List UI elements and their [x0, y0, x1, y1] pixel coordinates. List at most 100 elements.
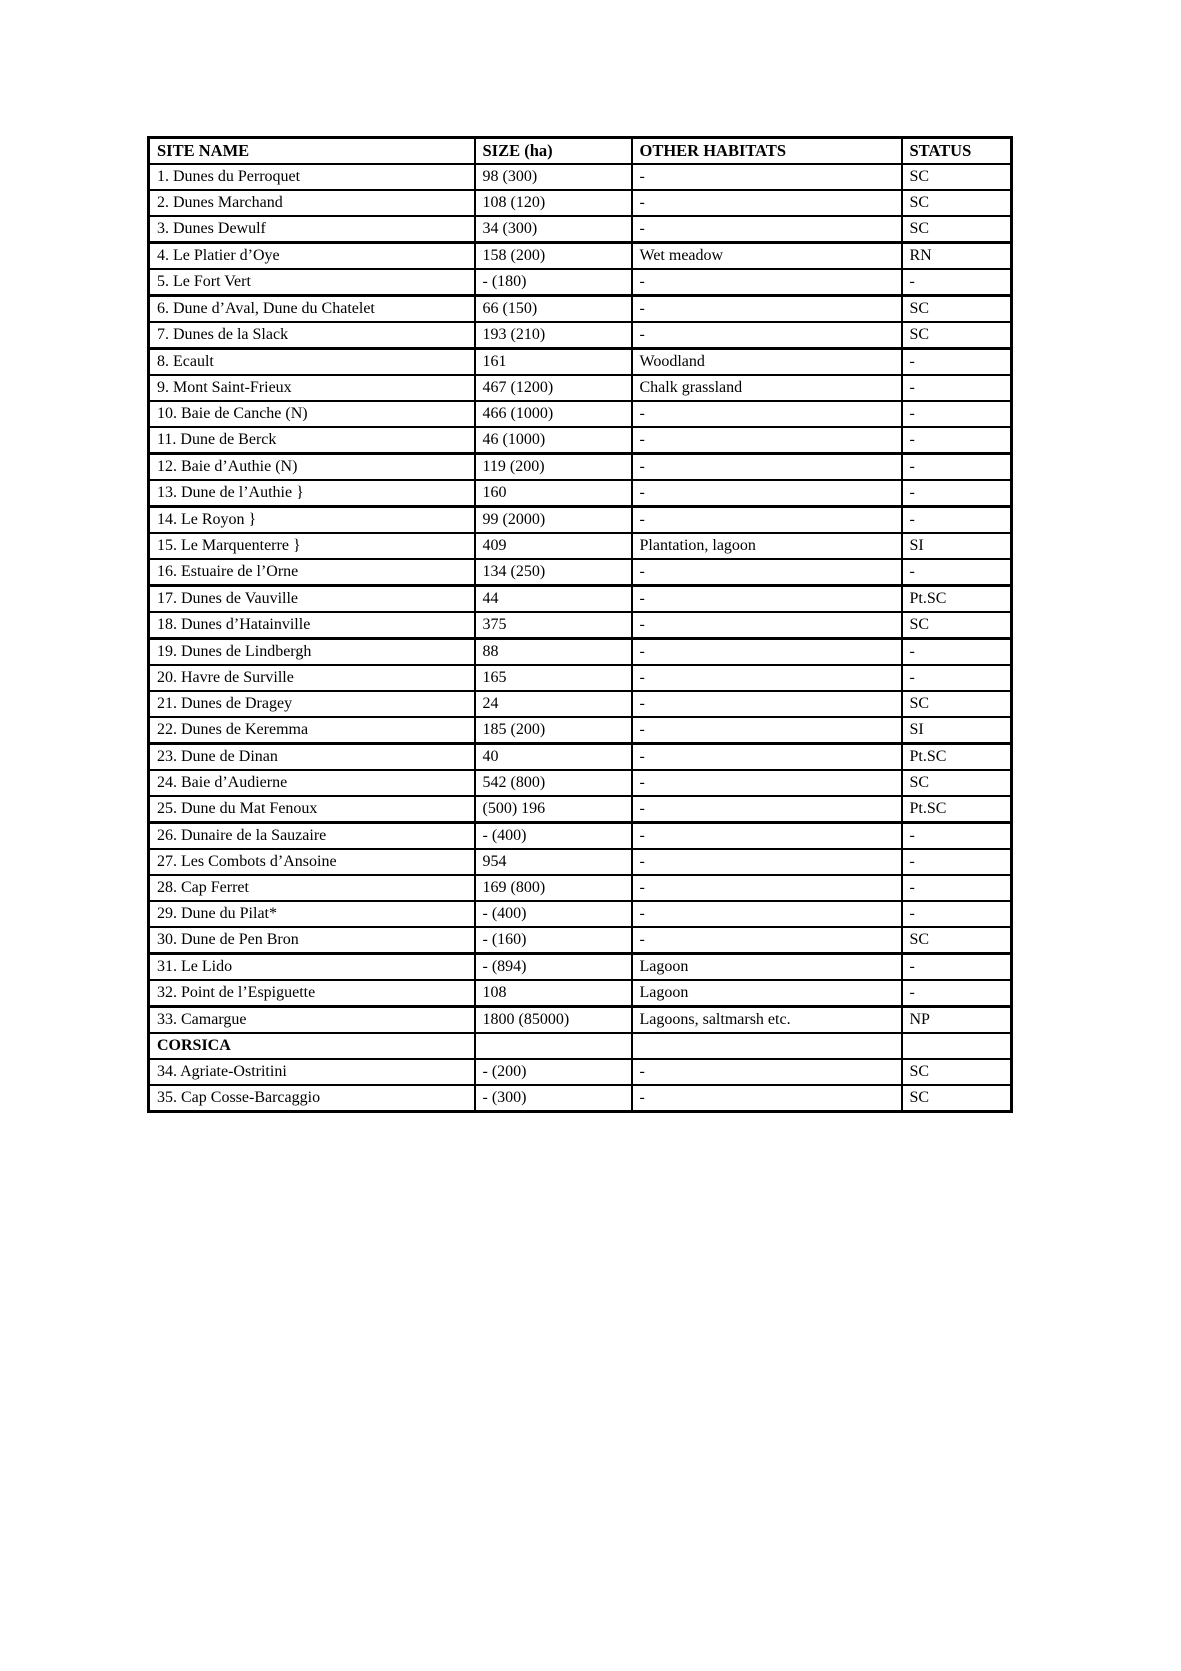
cell-status: RN: [900, 241, 1013, 270]
cell-name: 34. Agriate-Ostritini: [147, 1058, 476, 1086]
cell-habitats: -: [630, 716, 903, 745]
cell-habitats: [630, 1032, 903, 1060]
cell-status: [900, 1032, 1013, 1060]
table-row: 30. Dune de Pen Bron - (160) - SC: [147, 926, 1013, 955]
cell-size: 34 (300): [473, 215, 633, 244]
table-row: 19. Dunes de Lindbergh 88- -: [147, 637, 1013, 666]
cell-name: 5. Le Fort Vert: [147, 268, 476, 297]
cell-name: 15. Le Marquenterre }: [147, 532, 476, 560]
cell-size: 99 (2000): [473, 505, 633, 534]
cell-name: 33. Camargue: [147, 1005, 476, 1034]
column-header-size: SIZE (ha): [473, 136, 633, 165]
cell-name: 1. Dunes du Perroquet: [147, 163, 476, 191]
cell-status: -: [900, 479, 1013, 508]
table-row: 28. Cap Ferret 169 (800) - -: [147, 874, 1013, 902]
cell-habitats: -: [630, 584, 903, 613]
cell-size: 169 (800): [473, 874, 633, 902]
cell-habitats: Woodland: [630, 347, 903, 376]
cell-status: -: [900, 268, 1013, 297]
cell-habitats: Plantation, lagoon: [630, 532, 903, 560]
table-row: 16. Estuaire de l’Orne 134 (250) - -: [147, 558, 1013, 587]
table-row: 23. Dune de Dinan 40- Pt.SC: [147, 742, 1013, 771]
column-header-status: STATUS: [900, 136, 1013, 165]
cell-size: 44: [473, 584, 633, 613]
table-row: 31. Le Lido - (894) Lagoon -: [147, 952, 1013, 981]
table-row: 2. Dunes Marchand 108 (120) - SC: [147, 189, 1013, 217]
cell-habitats: -: [630, 479, 903, 508]
cell-size: [473, 1032, 633, 1060]
cell-habitats: Lagoon: [630, 979, 903, 1008]
cell-size: 119 (200): [473, 452, 633, 481]
cell-size: 108: [473, 979, 633, 1008]
table-row: 27. Les Combots d’Ansoine 954- -: [147, 848, 1013, 876]
cell-size: 185 (200): [473, 716, 633, 745]
table-row: 24. Baie d’Audierne 542 (800) - SC: [147, 769, 1013, 797]
cell-status: -: [900, 900, 1013, 928]
cell-size: 158 (200): [473, 241, 633, 270]
cell-habitats: -: [630, 1058, 903, 1086]
cell-size: 160: [473, 479, 633, 508]
table-row: 10. Baie de Canche (N) 466 (1000) - -: [147, 400, 1013, 428]
cell-name: 9. Mont Saint-Frieux: [147, 374, 476, 402]
table-row: 13. Dune de l’Authie } 160- -: [147, 479, 1013, 508]
cell-size: - (160): [473, 926, 633, 955]
cell-status: -: [900, 558, 1013, 587]
cell-habitats: Chalk grassland: [630, 374, 903, 402]
table-body: 1. Dunes du Perroquet 98 (300) - SC 2. Dunes…: [147, 163, 1013, 1113]
cell-status: SC: [900, 769, 1013, 797]
cell-size: - (180): [473, 268, 633, 297]
cell-size: 375: [473, 611, 633, 640]
cell-status: -: [900, 821, 1013, 850]
cell-habitats: -: [630, 426, 903, 455]
table-row: 32. Point de l’Espiguette 108 Lagoon -: [147, 979, 1013, 1008]
cell-name: 35. Cap Cosse-Barcaggio: [147, 1084, 476, 1113]
cell-habitats: -: [630, 558, 903, 587]
cell-habitats: -: [630, 874, 903, 902]
cell-size: - (894): [473, 952, 633, 981]
cell-habitats: -: [630, 1084, 903, 1113]
cell-size: 24: [473, 690, 633, 718]
cell-size: 165: [473, 664, 633, 692]
cell-habitats: -: [630, 189, 903, 217]
cell-name: 20. Havre de Surville: [147, 664, 476, 692]
cell-habitats: -: [630, 215, 903, 244]
cell-name: 22. Dunes de Keremma: [147, 716, 476, 745]
table-row: 9. Mont Saint-Frieux 467 (1200) Chalk gras…: [147, 374, 1013, 402]
table-row: 26. Dunaire de la Sauzaire - (400) - -: [147, 821, 1013, 850]
cell-status: Pt.SC: [900, 584, 1013, 613]
cell-habitats: -: [630, 637, 903, 666]
column-header-site-name: SITE NAME: [147, 136, 476, 165]
cell-size: 108 (120): [473, 189, 633, 217]
cell-name: 11. Dune de Berck: [147, 426, 476, 455]
cell-name: 8. Ecault: [147, 347, 476, 376]
table-row: 29. Dune du Pilat* - (400) - -: [147, 900, 1013, 928]
table-row: 1. Dunes du Perroquet 98 (300) - SC: [147, 163, 1013, 191]
cell-name: 17. Dunes de Vauville: [147, 584, 476, 613]
table-row: 5. Le Fort Vert - (180) - -: [147, 268, 1013, 297]
cell-status: -: [900, 505, 1013, 534]
table-row: 34. Agriate-Ostritini - (200) - SC: [147, 1058, 1013, 1086]
cell-name: 6. Dune d’Aval, Dune du Chatelet: [147, 294, 476, 323]
table-row: 17. Dunes de Vauville 44- Pt.SC: [147, 584, 1013, 613]
cell-status: SC: [900, 163, 1013, 191]
cell-status: SC: [900, 1058, 1013, 1086]
cell-size: 193 (210): [473, 321, 633, 350]
cell-name: 16. Estuaire de l’Orne: [147, 558, 476, 587]
cell-name: 30. Dune de Pen Bron: [147, 926, 476, 955]
cell-name: 26. Dunaire de la Sauzaire: [147, 821, 476, 850]
table-row: 4. Le Platier d’Oye 158 (200) Wet meadow RN: [147, 241, 1013, 270]
header-row: SITE NAME SIZE (ha) OTHER HABITATS STATU…: [147, 136, 1013, 165]
cell-status: -: [900, 426, 1013, 455]
cell-habitats: -: [630, 742, 903, 771]
cell-size: - (400): [473, 900, 633, 928]
cell-size: 98 (300): [473, 163, 633, 191]
cell-name: 3. Dunes Dewulf: [147, 215, 476, 244]
cell-status: -: [900, 874, 1013, 902]
cell-name: 2. Dunes Marchand: [147, 189, 476, 217]
cell-status: NP: [900, 1005, 1013, 1034]
cell-status: -: [900, 664, 1013, 692]
cell-name: 18. Dunes d’Hatainville: [147, 611, 476, 640]
cell-size: - (400): [473, 821, 633, 850]
table-row: 3. Dunes Dewulf 34 (300) - SC: [147, 215, 1013, 244]
